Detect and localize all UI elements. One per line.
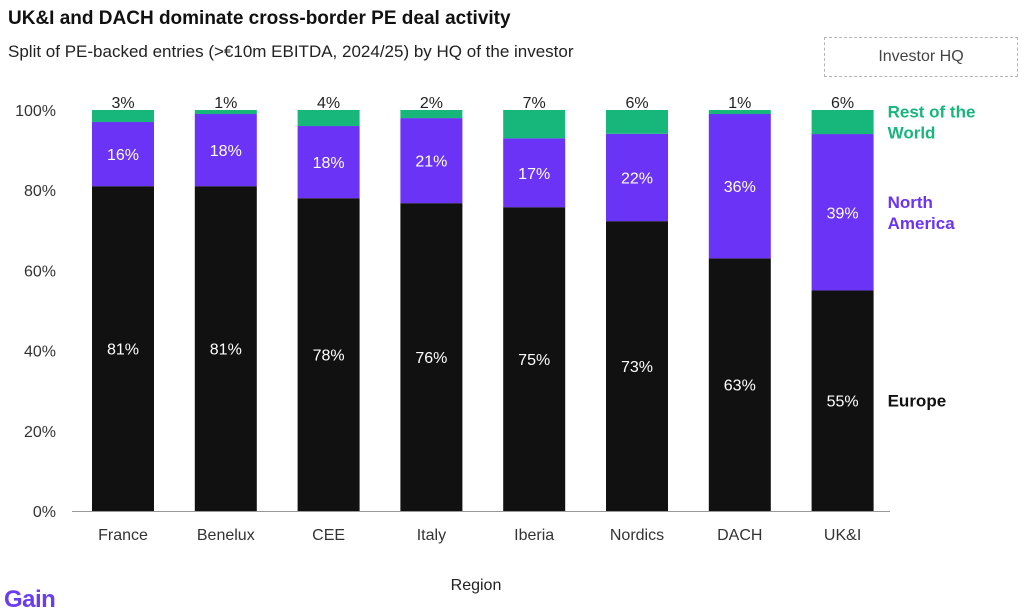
data-label: 63% xyxy=(724,378,756,395)
data-label: 4% xyxy=(317,95,340,112)
bar-segment xyxy=(606,110,668,134)
gain-logo: Gain xyxy=(4,586,56,613)
bar-segment xyxy=(194,186,257,511)
series-label-line: North xyxy=(888,193,933,212)
x-tick-label: France xyxy=(98,527,148,544)
data-label: 55% xyxy=(827,394,859,411)
y-tick-label: 40% xyxy=(24,344,56,361)
legend-title-box: Investor HQ xyxy=(824,37,1018,77)
data-label: 18% xyxy=(210,143,242,160)
bar-segment xyxy=(400,118,463,204)
chart-title: UK&I and DACH dominate cross-border PE d… xyxy=(8,8,511,29)
y-tick-label: 100% xyxy=(15,103,56,120)
bar-segment xyxy=(811,110,874,135)
bar-segment xyxy=(708,114,771,259)
bar-segment xyxy=(606,133,668,222)
x-tick-label: Iberia xyxy=(514,527,554,544)
data-label: 81% xyxy=(210,342,242,359)
data-label: 78% xyxy=(313,348,345,365)
bar-segment xyxy=(92,186,154,511)
data-label: 75% xyxy=(518,352,550,369)
y-tick-label: 60% xyxy=(24,263,56,280)
bar-segment xyxy=(503,207,566,511)
series-label-line: America xyxy=(888,214,956,233)
x-axis-title: Region xyxy=(450,577,502,594)
bar-segment xyxy=(92,110,154,123)
data-label: 73% xyxy=(621,359,653,376)
bar-segment xyxy=(297,110,360,127)
x-tick-label: Benelux xyxy=(197,527,255,544)
data-label: 22% xyxy=(621,170,653,187)
bar-segment xyxy=(811,290,874,511)
bar-segment xyxy=(92,122,154,187)
series-label-line: World xyxy=(888,124,936,143)
data-label: 17% xyxy=(518,166,550,183)
data-label: 2% xyxy=(420,95,443,112)
data-label: 3% xyxy=(111,95,134,112)
legend-title: Investor HQ xyxy=(878,48,964,65)
bar-segment xyxy=(194,114,257,187)
x-tick-label: UK&I xyxy=(824,527,861,544)
bar-segment xyxy=(400,203,463,511)
y-tick-label: 80% xyxy=(24,183,56,200)
series-label-line: Europe xyxy=(888,392,947,411)
data-label: 1% xyxy=(214,95,237,112)
chart-subtitle: Split of PE-backed entries (>€10m EBITDA… xyxy=(8,42,574,61)
x-tick-label: Nordics xyxy=(610,527,664,544)
y-tick-label: 20% xyxy=(24,424,56,441)
series-label: Rest of the World xyxy=(888,103,976,143)
bar-segment xyxy=(708,110,771,115)
x-tick-label: Italy xyxy=(417,527,446,544)
bar-segment xyxy=(297,126,360,199)
bar-segment xyxy=(194,110,257,115)
data-label: 6% xyxy=(831,95,854,112)
data-label: 76% xyxy=(415,350,447,367)
data-label: 39% xyxy=(827,205,859,222)
data-label: 81% xyxy=(107,342,139,359)
y-tick-label: 0% xyxy=(33,504,56,521)
data-label: 6% xyxy=(625,95,648,112)
bar-segment xyxy=(811,134,874,291)
series-label: North America xyxy=(888,193,956,233)
bar-segment xyxy=(606,221,668,511)
x-tick-label: CEE xyxy=(312,527,345,544)
bar-segment xyxy=(297,198,360,511)
series-label-line: Rest of the xyxy=(888,103,976,122)
data-label: 21% xyxy=(415,154,447,171)
data-label: 16% xyxy=(107,147,139,164)
bar-segment xyxy=(503,110,566,139)
bar-segment xyxy=(708,258,771,511)
data-label: 1% xyxy=(728,95,751,112)
data-label: 36% xyxy=(724,179,756,196)
bar-segment xyxy=(503,138,566,208)
series-label: Europe xyxy=(888,392,947,411)
bar-segment xyxy=(400,110,463,119)
x-tick-label: DACH xyxy=(717,527,762,544)
data-label: 18% xyxy=(313,155,345,172)
data-label: 7% xyxy=(523,95,546,112)
